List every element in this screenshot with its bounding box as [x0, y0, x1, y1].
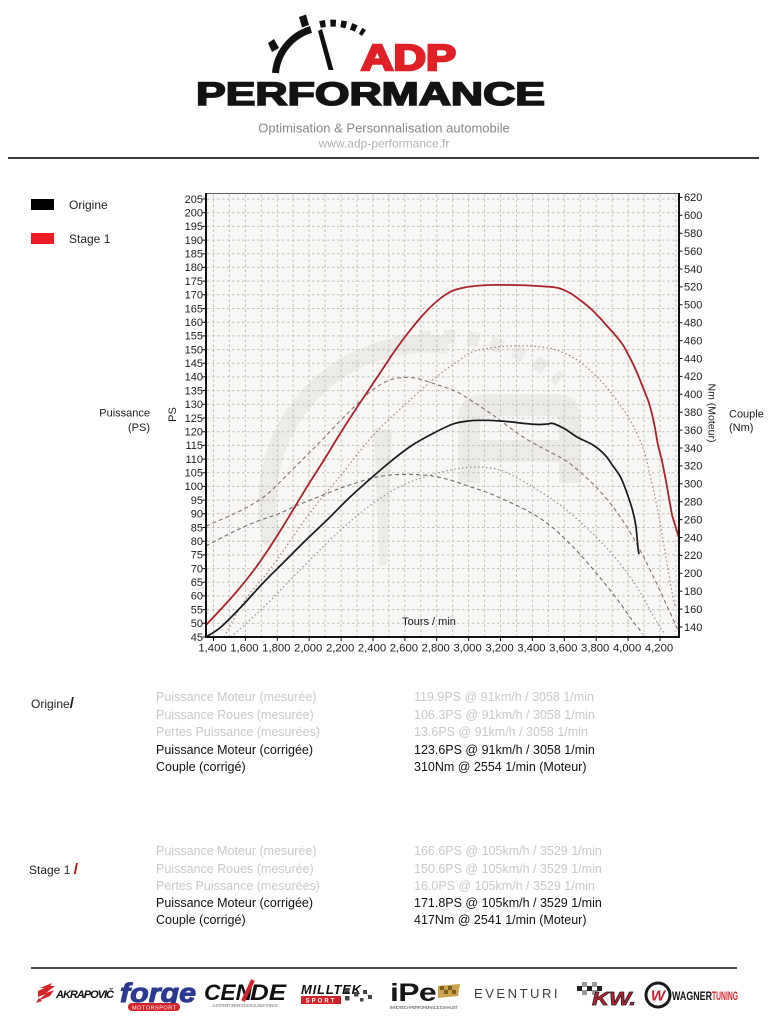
svg-text:MOTORSPORT: MOTORSPORT: [132, 1006, 177, 1012]
svg-text:TUNING: TUNING: [712, 989, 738, 1003]
svg-text:4,000: 4,000: [613, 643, 641, 655]
svg-text:Optimisation & Personnalisatio: Optimisation & Personnalisation automobi…: [258, 121, 509, 136]
svg-text:4,200: 4,200: [645, 643, 673, 655]
svg-text:2,800: 2,800: [422, 643, 450, 655]
svg-text:50: 50: [191, 618, 203, 630]
svg-text:240: 240: [684, 532, 702, 544]
svg-text:125: 125: [185, 413, 203, 425]
svg-text:Couple: Couple: [729, 409, 764, 421]
svg-text:120: 120: [185, 427, 203, 439]
svg-text:150: 150: [185, 344, 203, 356]
svg-text:MILLTEK: MILLTEK: [301, 982, 363, 997]
svg-text:260: 260: [684, 514, 702, 526]
svg-text:110: 110: [185, 454, 203, 466]
svg-text:500: 500: [684, 300, 702, 312]
svg-text:300: 300: [684, 479, 702, 491]
svg-text:3,200: 3,200: [485, 643, 513, 655]
svg-text:600: 600: [684, 210, 702, 222]
svg-text:620: 620: [684, 192, 702, 204]
svg-text:75: 75: [191, 550, 203, 562]
svg-text:200: 200: [684, 568, 702, 580]
svg-text:Tours / min: Tours / min: [402, 616, 456, 628]
svg-text:140: 140: [185, 372, 203, 384]
svg-text:55: 55: [191, 604, 203, 616]
svg-text:DE: DE: [250, 980, 288, 1005]
svg-text:520: 520: [684, 282, 702, 294]
svg-text:JUST PERFORMANCE EXCLUSIVE THI: JUST PERFORMANCE EXCLUSIVE THINGS: [212, 1003, 278, 1008]
svg-text:130: 130: [185, 399, 203, 411]
svg-text:ADP: ADP: [361, 37, 456, 78]
svg-text:440: 440: [684, 353, 702, 365]
svg-text:3,600: 3,600: [549, 643, 577, 655]
svg-text:INNOTECH PERFORMANCE EXHAUST: INNOTECH PERFORMANCE EXHAUST: [390, 1005, 458, 1010]
svg-text:320: 320: [684, 461, 702, 473]
svg-text:540: 540: [684, 264, 702, 276]
svg-text:420: 420: [684, 371, 702, 383]
svg-text:400: 400: [684, 389, 702, 401]
svg-text:WAGNER: WAGNER: [672, 989, 712, 1003]
svg-text:360: 360: [684, 425, 702, 437]
svg-text:180: 180: [684, 586, 702, 598]
svg-text:65: 65: [191, 577, 203, 589]
svg-text:155: 155: [185, 331, 203, 343]
svg-text:460: 460: [684, 335, 702, 347]
svg-text:340: 340: [684, 443, 702, 455]
svg-text:140: 140: [684, 622, 702, 634]
svg-text:480: 480: [684, 318, 702, 330]
svg-text:PS: PS: [167, 407, 179, 422]
svg-text:115: 115: [185, 440, 203, 452]
svg-text:www.adp-performance.fr: www.adp-performance.fr: [318, 137, 450, 151]
svg-text:135: 135: [185, 385, 203, 397]
svg-text:PERFORMANCE: PERFORMANCE: [196, 76, 545, 112]
svg-text:Nm (Moteur): Nm (Moteur): [706, 384, 718, 443]
svg-text:3,800: 3,800: [581, 643, 609, 655]
svg-text:170: 170: [185, 290, 203, 302]
svg-text:2,600: 2,600: [390, 643, 418, 655]
svg-text:165: 165: [185, 303, 203, 315]
svg-text:45: 45: [191, 632, 203, 644]
svg-text:200: 200: [185, 208, 203, 220]
svg-text:90: 90: [191, 509, 203, 521]
svg-text:560: 560: [684, 246, 702, 258]
svg-text:175: 175: [185, 276, 203, 288]
svg-text:3,000: 3,000: [453, 643, 481, 655]
svg-text:580: 580: [684, 228, 702, 240]
svg-text:1,400: 1,400: [198, 643, 226, 655]
svg-text:(PS): (PS): [128, 422, 150, 434]
svg-text:280: 280: [684, 497, 702, 509]
svg-text:70: 70: [191, 563, 203, 575]
svg-text:105: 105: [185, 468, 203, 480]
svg-text:180: 180: [185, 262, 203, 274]
svg-text:iPe: iPe: [390, 979, 437, 1007]
svg-text:W: W: [651, 988, 667, 1005]
svg-text:190: 190: [185, 235, 203, 247]
svg-text:3,400: 3,400: [517, 643, 545, 655]
svg-text:220: 220: [684, 550, 702, 562]
svg-text:1,800: 1,800: [262, 643, 290, 655]
svg-text:1,600: 1,600: [230, 643, 258, 655]
svg-text:145: 145: [185, 358, 203, 370]
svg-text:AKRAPOVIČ: AKRAPOVIČ: [55, 988, 115, 1001]
svg-text:160: 160: [185, 317, 203, 329]
svg-text:80: 80: [191, 536, 203, 548]
svg-text:SPORT: SPORT: [306, 999, 337, 1005]
svg-text:60: 60: [191, 591, 203, 603]
svg-text:195: 195: [185, 221, 203, 233]
svg-text:EVENTURI: EVENTURI: [474, 986, 562, 1001]
svg-text:KW.: KW.: [592, 989, 636, 1009]
svg-text:205: 205: [185, 194, 203, 206]
svg-text:380: 380: [684, 407, 702, 419]
svg-text:2,000: 2,000: [294, 643, 322, 655]
svg-text:Puissance: Puissance: [99, 408, 150, 420]
svg-text:95: 95: [191, 495, 203, 507]
svg-text:2,400: 2,400: [358, 643, 386, 655]
svg-text:100: 100: [185, 481, 203, 493]
svg-text:85: 85: [191, 522, 203, 534]
svg-text:2,200: 2,200: [326, 643, 354, 655]
svg-text:(Nm): (Nm): [729, 422, 753, 434]
svg-text:160: 160: [684, 604, 702, 616]
svg-text:185: 185: [185, 249, 203, 261]
